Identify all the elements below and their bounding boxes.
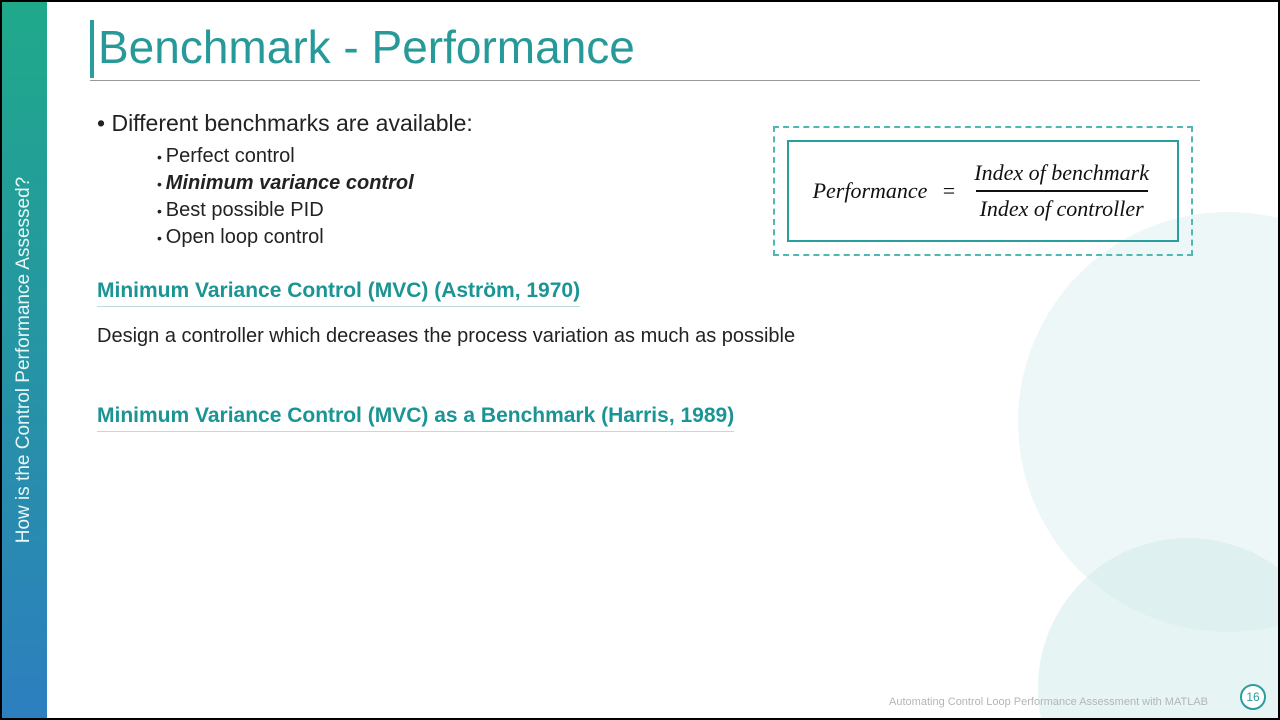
section-sidebar: How is the Control Performance Assessed? (2, 2, 47, 718)
title-container: Benchmark - Performance (90, 20, 1200, 81)
formula-fraction: Index of benchmark Index of controller (970, 160, 1153, 222)
section1-heading: Minimum Variance Control (MVC) (Aström, … (97, 279, 580, 307)
formula-equals: = (941, 178, 956, 204)
formula: Performance = Index of benchmark Index o… (787, 140, 1179, 242)
formula-numerator: Index of benchmark (970, 160, 1153, 190)
page-number: 16 (1246, 690, 1259, 704)
section2-heading: Minimum Variance Control (MVC) as a Benc… (97, 404, 734, 432)
formula-lhs: Performance (813, 178, 928, 204)
page-number-badge: 16 (1240, 684, 1266, 710)
sidebar-label: How is the Control Performance Assessed? (14, 177, 36, 543)
slide: How is the Control Performance Assessed?… (0, 0, 1280, 720)
footer-caption: Automating Control Loop Performance Asse… (889, 696, 1208, 708)
formula-box: Performance = Index of benchmark Index o… (773, 126, 1193, 256)
formula-denominator: Index of controller (976, 190, 1148, 222)
section1-body: Design a controller which decreases the … (97, 325, 1197, 348)
slide-title: Benchmark - Performance (98, 20, 1200, 74)
